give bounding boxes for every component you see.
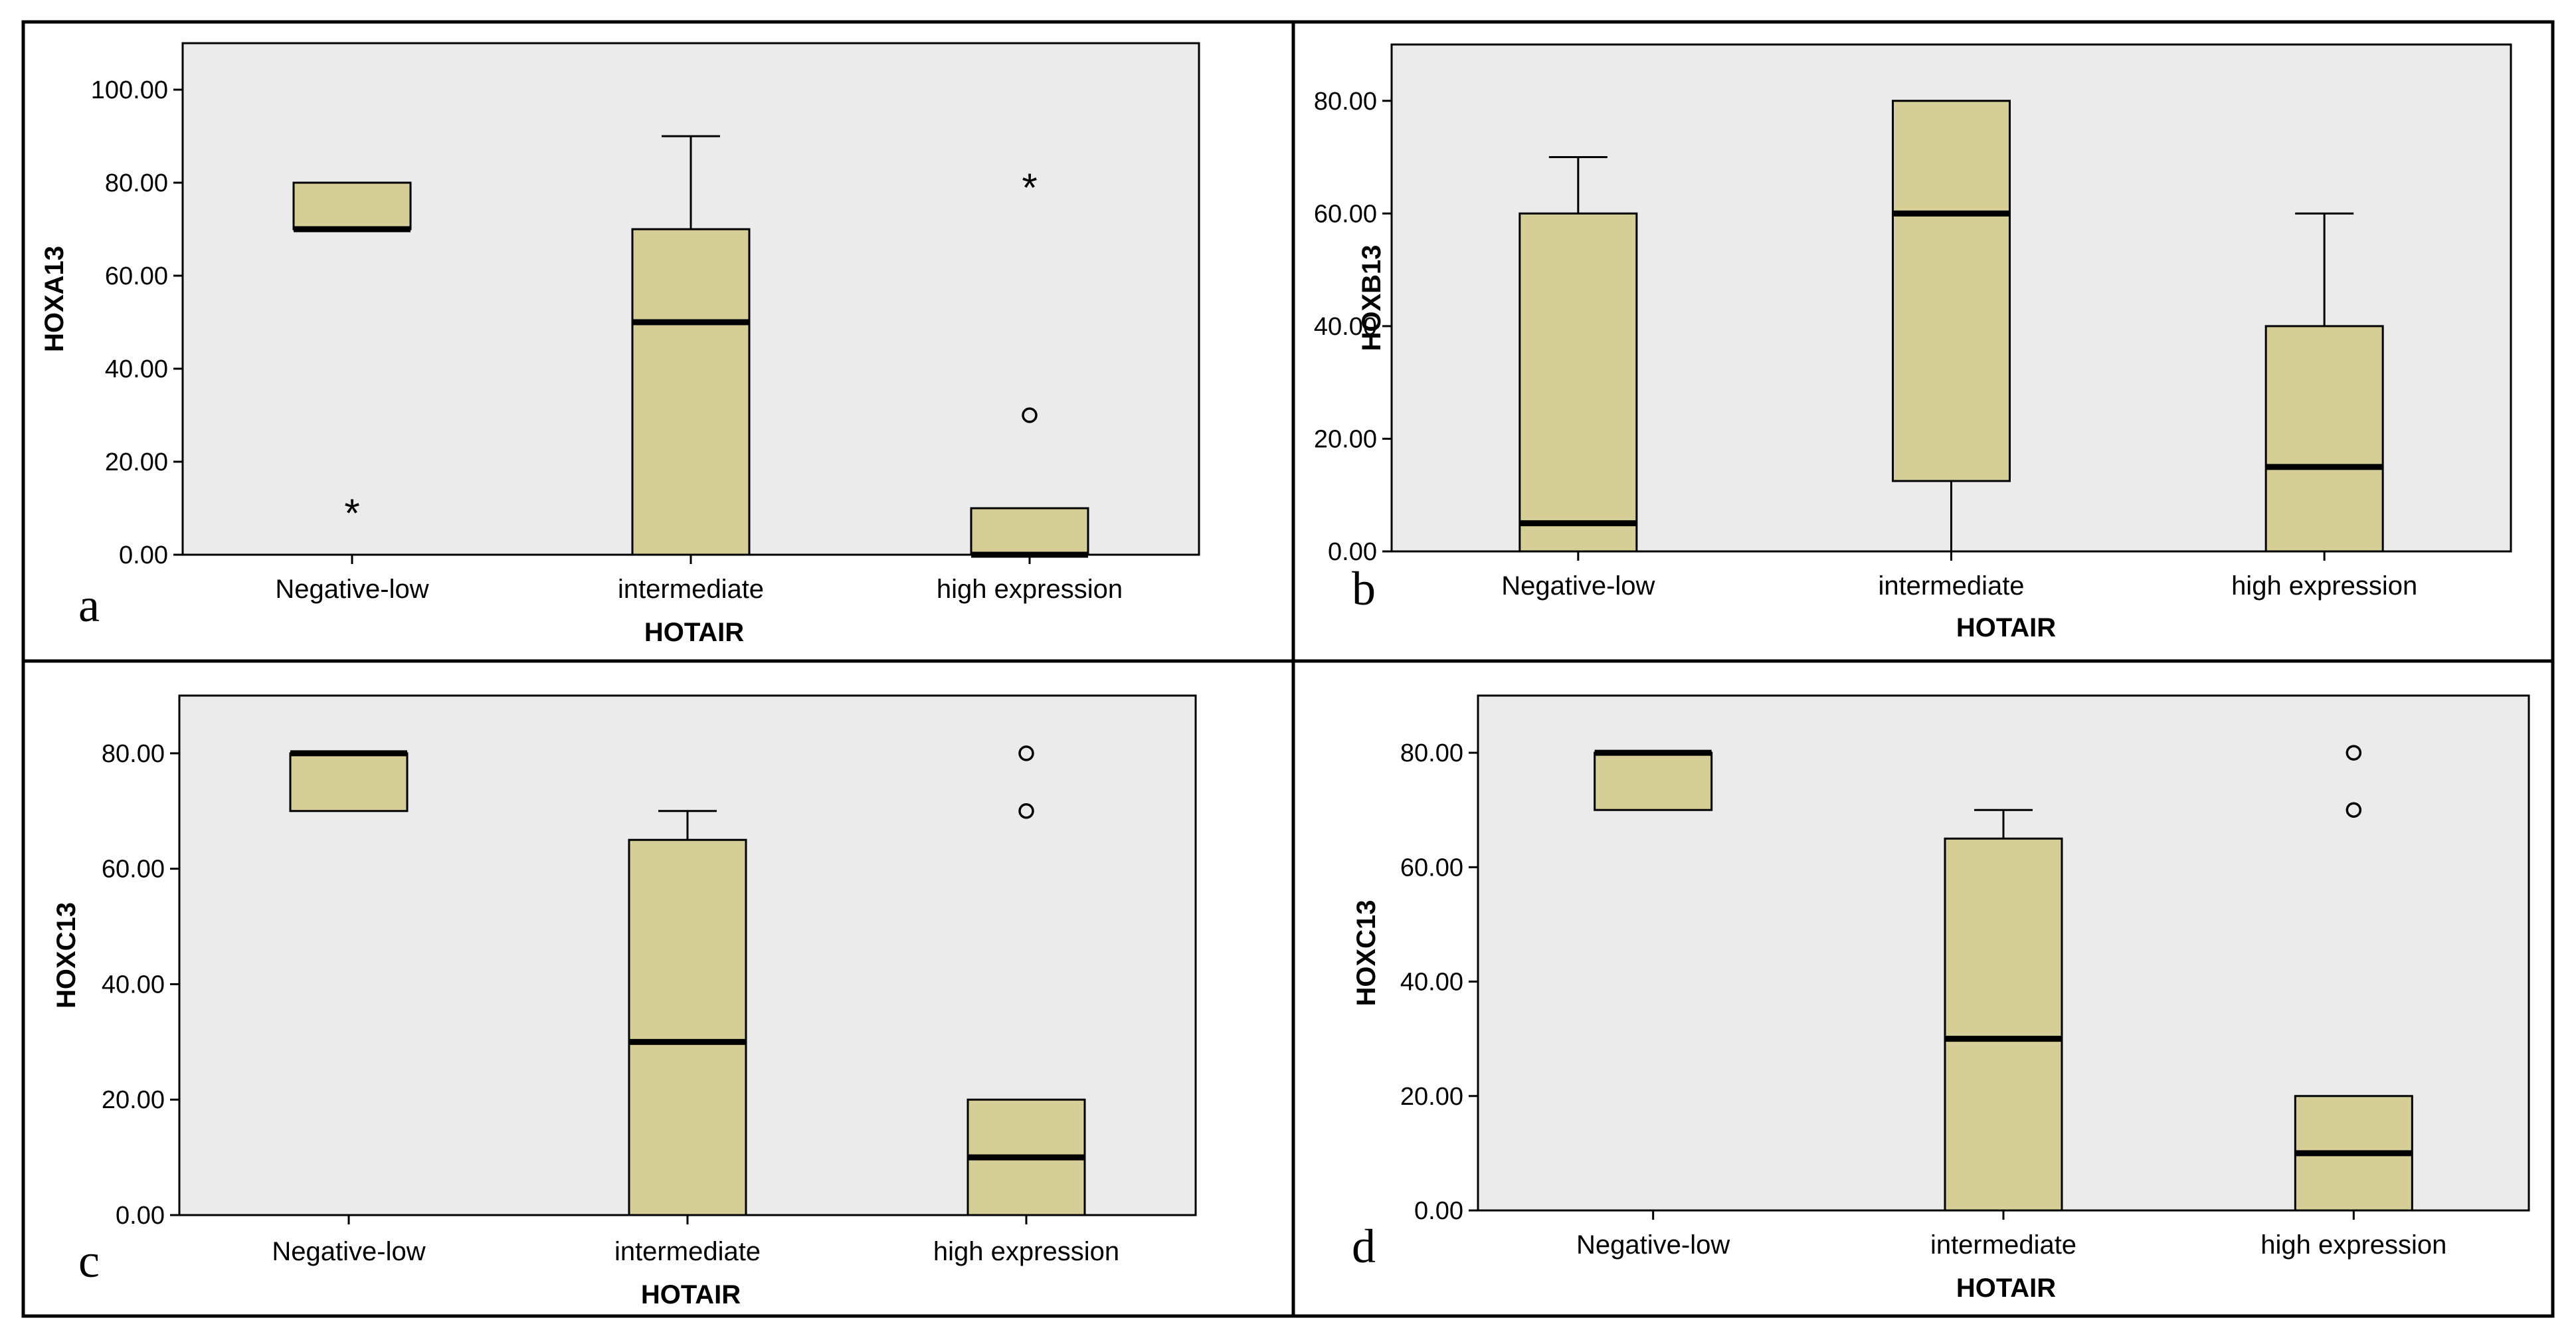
panel-d: 0.00 20.00 40.00 60.00 80.00 Negative-low inte… — [1352, 694, 2530, 1303]
panel-letter: a — [78, 579, 100, 632]
y-tick-label: 80.00 — [1314, 88, 1377, 116]
y-tick-label: 0.00 — [1328, 538, 1377, 566]
category-label: intermediate — [1930, 1230, 2076, 1260]
y-tick-label: 20.00 — [1400, 1083, 1463, 1111]
category-label: Negative-low — [1576, 1230, 1730, 1260]
box-3 — [2294, 745, 2413, 1212]
box-body — [628, 838, 747, 1216]
box-body — [1518, 212, 1638, 553]
panels: 0.00 20.00 40.00 60.00 80.00 100.00 Negative-l… — [40, 42, 2530, 1309]
box-body — [1892, 100, 2011, 482]
outlier-point — [1022, 407, 1038, 423]
y-tick-label: 40.00 — [102, 971, 165, 999]
category-label: Negative-low — [272, 1237, 425, 1266]
y-tick-label: 20.00 — [102, 1086, 165, 1114]
y-tick-label: 40.00 — [1400, 969, 1463, 997]
panel-letter: c — [78, 1234, 100, 1287]
panel-letter: d — [1352, 1220, 1376, 1273]
box-1 — [1518, 156, 1638, 553]
y-tick-label: 40.00 — [1314, 313, 1377, 341]
y-tick-label: 60.00 — [105, 262, 168, 290]
y-tick-label: 0.00 — [116, 1202, 165, 1230]
box-3: * — [970, 165, 1089, 558]
outlier-point — [2346, 802, 2362, 818]
outlier-point — [1018, 745, 1034, 761]
box-body — [631, 228, 751, 556]
extreme-point: * — [1022, 165, 1037, 210]
y-tick-label: 80.00 — [105, 169, 168, 197]
category-label: Negative-low — [275, 575, 428, 604]
y-tick-label: 0.00 — [1414, 1197, 1463, 1225]
y-tick-label: 60.00 — [1314, 200, 1377, 228]
box-1 — [1594, 749, 1713, 811]
y-tick-label: 40.00 — [105, 355, 168, 383]
outlier-point — [2346, 745, 2362, 761]
box-body — [292, 181, 412, 231]
box-2 — [631, 135, 751, 556]
y-tick-label: 60.00 — [102, 856, 165, 884]
box-3 — [2264, 212, 2384, 553]
box-body — [1594, 751, 1713, 811]
box-3 — [966, 745, 1086, 1216]
category-label: intermediate — [1878, 571, 2024, 601]
category-label: high expression — [933, 1237, 1119, 1266]
box-body — [2264, 325, 2384, 553]
category-label: Negative-low — [1501, 571, 1655, 601]
extreme-point: * — [344, 491, 359, 535]
panel-c: 0.00 20.00 40.00 60.00 80.00 Negative-low inte… — [52, 694, 1197, 1309]
category-label: intermediate — [614, 1237, 761, 1266]
y-tick-label: 0.00 — [119, 541, 168, 569]
y-tick-label: 80.00 — [102, 740, 165, 768]
box-1: * — [292, 181, 412, 535]
x-axis-title: HOTAIR — [1956, 613, 2056, 642]
y-axis-title: HOXC13 — [1352, 900, 1381, 1006]
y-axis-title: HOXA13 — [40, 246, 69, 352]
outlier-point — [1018, 803, 1034, 819]
panel-b: 0.00 20.00 40.00 60.00 80.00 Negative-low inte… — [1314, 43, 2512, 642]
y-tick-label: 20.00 — [105, 448, 168, 476]
box-2 — [1892, 100, 2011, 551]
x-axis-title: HOTAIR — [641, 1280, 741, 1309]
category-label: high expression — [2231, 571, 2417, 601]
figure-frame — [21, 20, 2555, 1318]
y-axis-title: HOXB13 — [1357, 244, 1386, 351]
box-body — [970, 507, 1089, 556]
box-body — [289, 752, 409, 812]
x-axis-title: HOTAIR — [644, 618, 744, 647]
y-axis-title: HOXC13 — [52, 902, 81, 1008]
outer-border — [21, 20, 2555, 1318]
y-tick-label: 100.00 — [91, 76, 168, 104]
x-axis-title: HOTAIR — [1956, 1274, 2056, 1303]
y-tick-label: 80.00 — [1400, 739, 1463, 767]
category-label: high expression — [2260, 1230, 2446, 1260]
box-2 — [1944, 809, 2063, 1212]
panel-letter: b — [1352, 562, 1376, 615]
y-tick-label: 20.00 — [1314, 425, 1377, 453]
panel-a: 0.00 20.00 40.00 60.00 80.00 100.00 Negative-l… — [40, 42, 1200, 647]
category-label: high expression — [937, 575, 1123, 604]
box-body — [1944, 837, 2063, 1212]
y-tick-label: 60.00 — [1400, 854, 1463, 882]
box-2 — [628, 810, 747, 1216]
category-label: intermediate — [618, 575, 764, 604]
box-1 — [289, 750, 409, 812]
